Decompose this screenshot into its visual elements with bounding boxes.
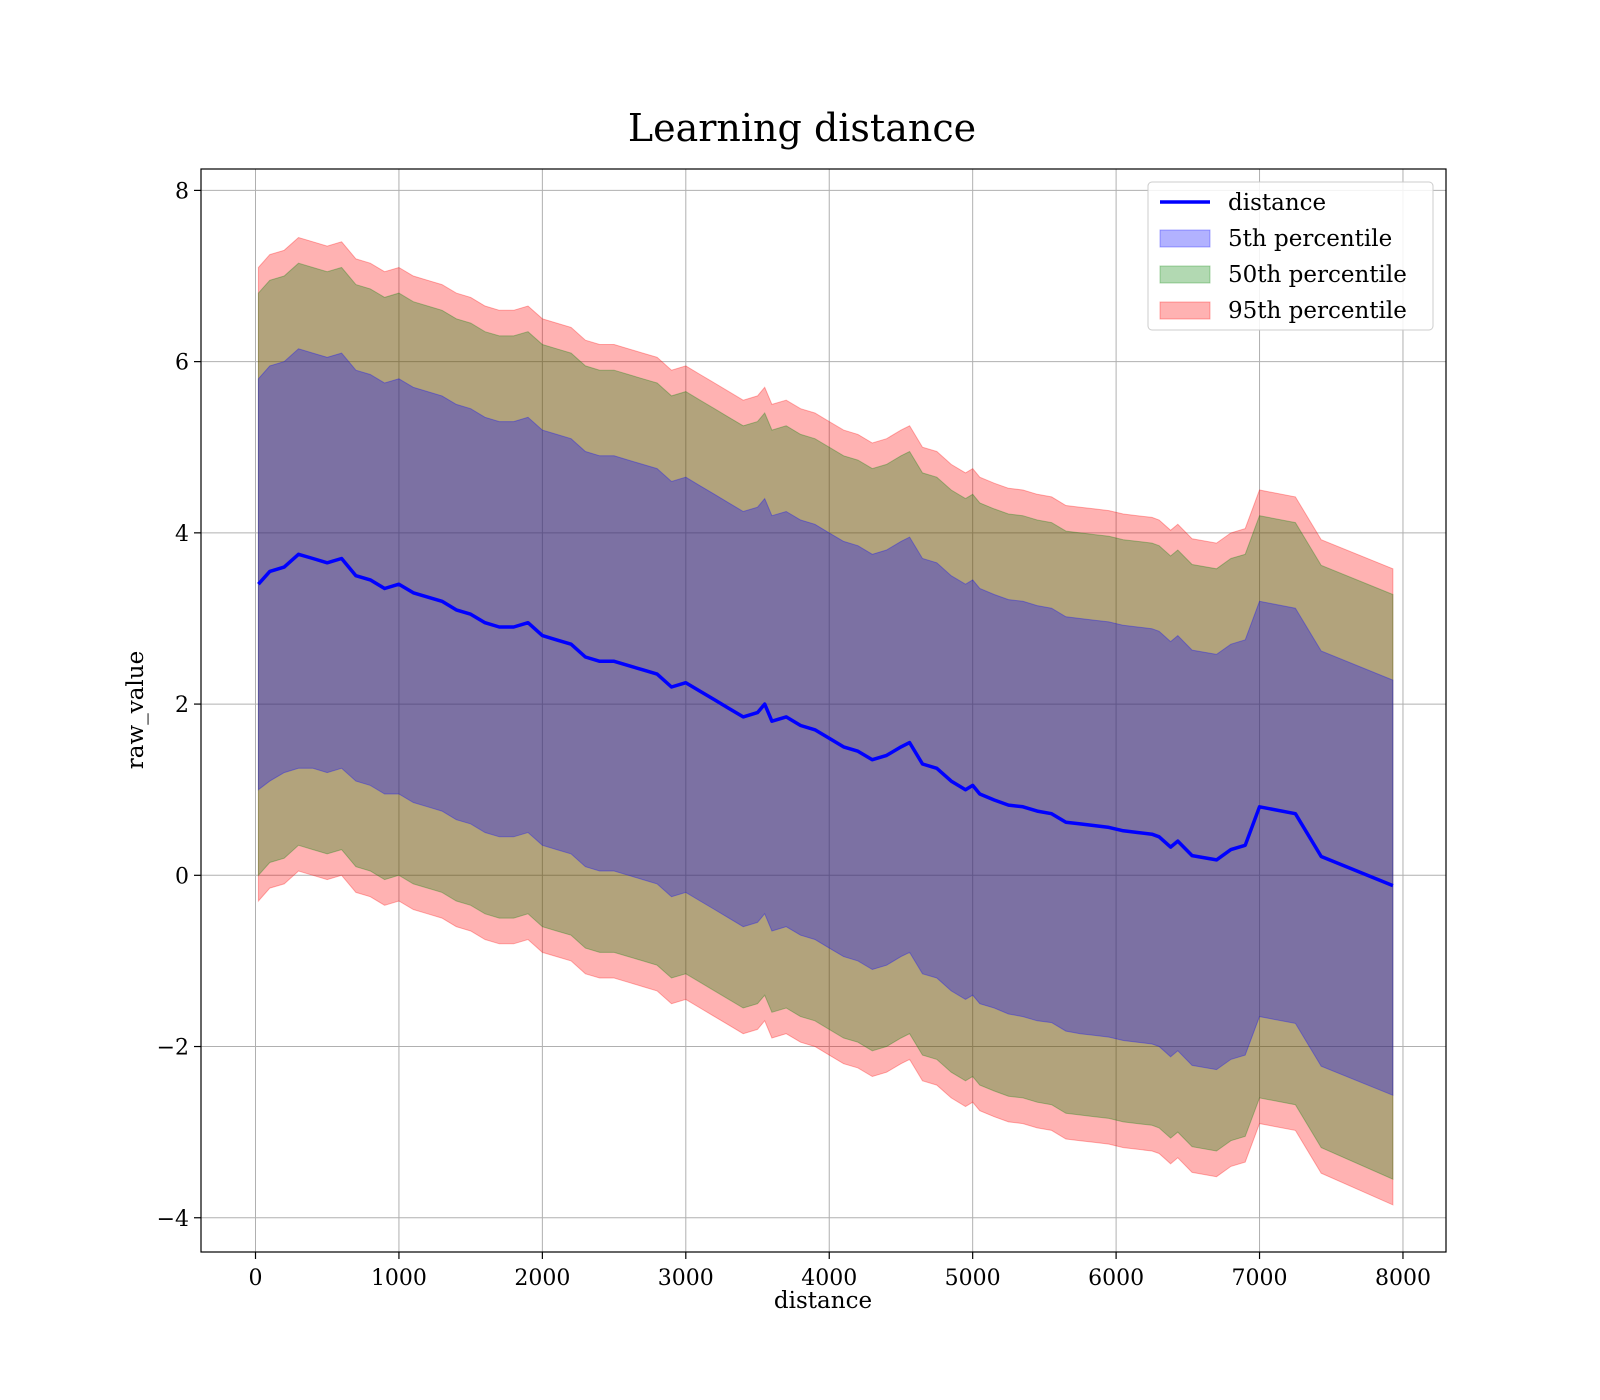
lines: [257, 552, 1394, 888]
x-tick-label-6: 6000: [1088, 1266, 1144, 1291]
legend-label-5th-percentile: 5th percentile: [1228, 226, 1392, 252]
x-tick-label-3: 3000: [658, 1266, 714, 1291]
legend-label-95th-percentile: 95th percentile: [1228, 298, 1407, 324]
y-tick-label-6: 8: [175, 179, 189, 204]
x-tick-label-8: 8000: [1375, 1266, 1431, 1291]
percentile-bands: [257, 236, 1394, 1206]
x-tick-label-7: 7000: [1232, 1266, 1288, 1291]
chart-title: Learning distance: [628, 106, 976, 150]
legend-label-50th-percentile: 50th percentile: [1228, 262, 1407, 288]
x-axis-label: distance: [774, 1288, 872, 1314]
y-tick-label-2: 0: [175, 864, 189, 889]
plot-frame: [200, 168, 1447, 1253]
legend: distance 5th percentile 50th percentile 95t…: [1147, 181, 1434, 331]
band-50th-percentile: [257, 262, 1394, 1180]
x-tick-label-2: 2000: [514, 1266, 570, 1291]
x-tick-label-4: 4000: [801, 1266, 857, 1291]
y-tick-label-0: −4: [157, 1207, 189, 1232]
x-tick-label-1: 1000: [371, 1266, 427, 1291]
x-tick-label-5: 5000: [945, 1266, 1001, 1291]
legend-label-distance: distance: [1228, 190, 1326, 216]
y-tick-label-5: 6: [175, 351, 189, 376]
y-tick-label-1: −2: [157, 1036, 189, 1061]
x-tick-label-0: 0: [249, 1266, 263, 1291]
legend-swatch-5th-percentile: [1159, 229, 1211, 248]
band-5th-percentile: [257, 348, 1394, 1097]
legend-swatch-50th-percentile: [1159, 265, 1211, 284]
band-95th-percentile: [257, 236, 1394, 1206]
y-tick-label-3: 2: [175, 693, 189, 718]
x-axis-ticks: 0 1000 2000 3000 4000 5000 6000 7000 8000: [249, 1252, 1431, 1291]
grid: [201, 169, 1446, 1252]
legend-swatch-95th-percentile: [1159, 301, 1211, 320]
y-tick-label-4: 4: [175, 522, 189, 547]
y-axis-ticks: −4 −2 0 2 4 6 8: [157, 179, 201, 1232]
y-axis-label: raw_value: [123, 651, 149, 769]
legend-box: [1147, 181, 1434, 331]
series-line-distance: [257, 552, 1394, 888]
